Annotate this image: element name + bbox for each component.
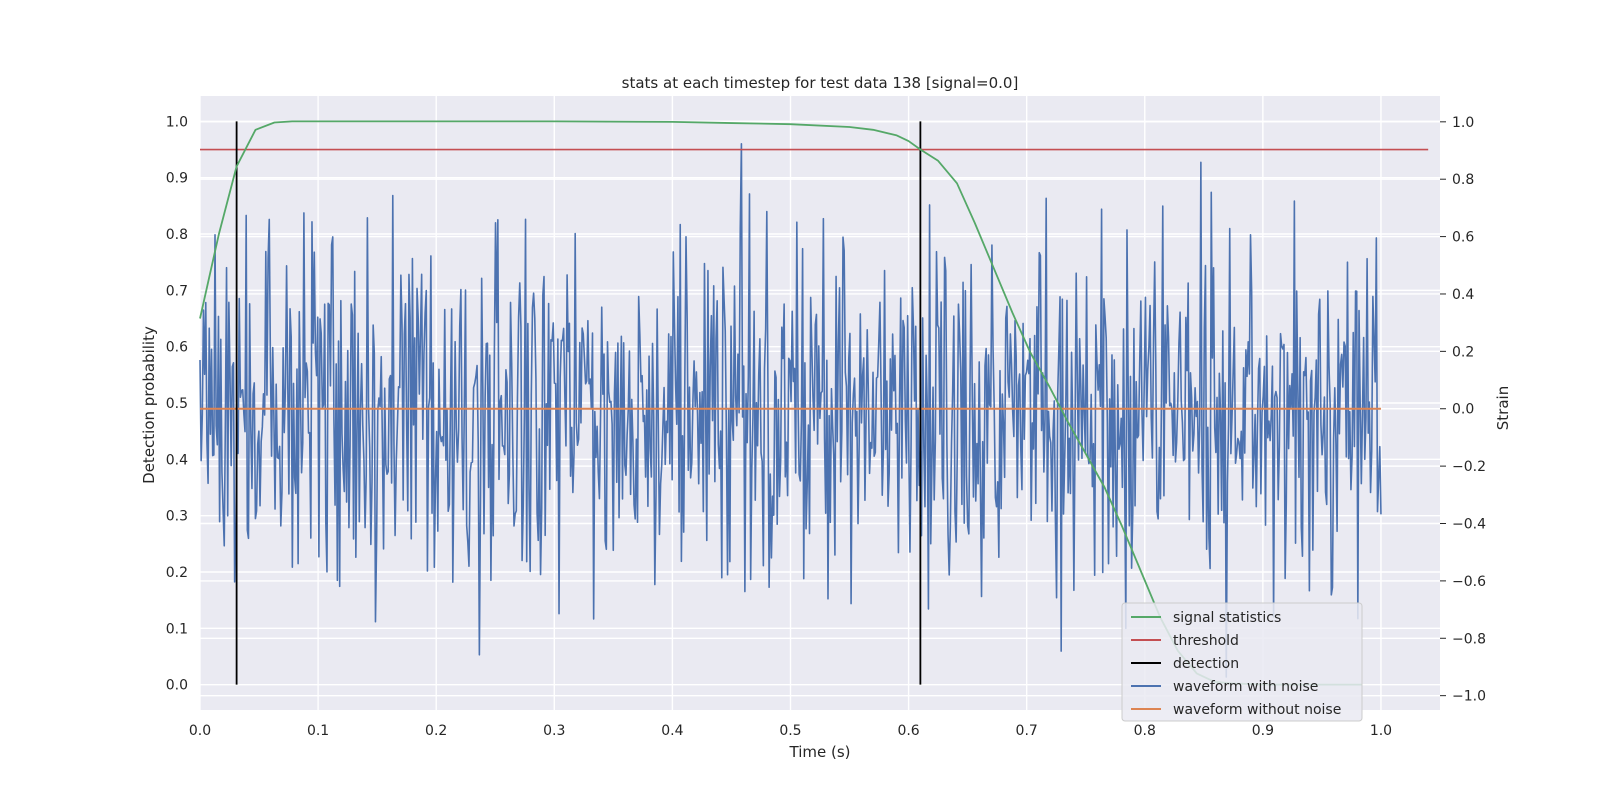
x-axis-ticks: 0.0 0.1 0.2 0.3 0.4 0.5 0.6 0.7 0.8 0.9 1.0 <box>189 723 1392 739</box>
x-tick-label: 0.2 <box>425 723 447 739</box>
right-y-tick-label: 0.2 <box>1452 344 1474 360</box>
x-tick-label: 0.8 <box>1134 723 1156 739</box>
legend-label: waveform with noise <box>1173 679 1318 695</box>
x-tick-label: 0.5 <box>779 723 801 739</box>
right-y-tick-label: −0.2 <box>1452 459 1486 475</box>
left-y-tick-label: 0.2 <box>166 565 188 581</box>
left-y-tick-label: 0.7 <box>166 283 188 299</box>
right-y-tick-label: −0.4 <box>1452 517 1486 533</box>
x-tick-label: 0.0 <box>189 723 211 739</box>
legend-label: threshold <box>1173 633 1239 649</box>
x-tick-label: 0.1 <box>307 723 329 739</box>
left-y-tick-label: 0.0 <box>166 678 188 694</box>
left-y-tick-label: 0.8 <box>166 227 188 243</box>
x-tick-label: 0.3 <box>543 723 565 739</box>
right-y-axis-ticks: −1.0 −0.8 −0.6 −0.4 −0.2 0.0 0.2 0.4 0.6 0.8 1.0 <box>1440 115 1486 705</box>
x-tick-label: 0.4 <box>661 723 683 739</box>
right-y-tick-label: −0.8 <box>1452 631 1486 647</box>
left-y-tick-label: 0.6 <box>166 340 188 356</box>
x-tick-label: 0.7 <box>1016 723 1038 739</box>
left-y-tick-label: 0.3 <box>166 509 188 525</box>
left-y-tick-label: 0.9 <box>166 171 188 187</box>
legend-label: signal statistics <box>1173 610 1281 626</box>
left-y-axis-ticks: 0.0 0.1 0.2 0.3 0.4 0.5 0.6 0.7 0.8 0.9 1.0 <box>166 114 188 693</box>
chart-title: stats at each timestep for test data 138… <box>622 74 1019 92</box>
left-y-tick-label: 0.4 <box>166 452 188 468</box>
right-y-tick-label: 1.0 <box>1452 115 1474 131</box>
right-y-tick-label: −0.6 <box>1452 574 1486 590</box>
left-y-tick-label: 1.0 <box>166 114 188 130</box>
right-y-tick-label: −1.0 <box>1452 689 1486 705</box>
x-tick-label: 1.0 <box>1370 723 1392 739</box>
left-y-tick-label: 0.1 <box>166 621 188 637</box>
right-y-tick-label: 0.4 <box>1452 287 1474 303</box>
right-y-axis-label: Strain <box>1494 386 1512 430</box>
left-y-axis-label: Detection probability <box>140 326 158 484</box>
x-tick-label: 0.9 <box>1252 723 1274 739</box>
x-axis-label: Time (s) <box>789 743 851 761</box>
legend-label: waveform without noise <box>1173 702 1341 718</box>
series-waveform-with-noise <box>199 142 1382 678</box>
right-y-tick-label: 0.0 <box>1452 402 1474 418</box>
right-y-tick-label: 0.6 <box>1452 230 1474 246</box>
left-y-tick-label: 0.5 <box>166 396 188 412</box>
right-y-tick-label: 0.8 <box>1452 172 1474 188</box>
legend-label: detection <box>1173 656 1239 672</box>
x-tick-label: 0.6 <box>897 723 919 739</box>
legend: signal statistics threshold detection wavef… <box>1121 602 1363 722</box>
legend-frame <box>1121 602 1363 722</box>
